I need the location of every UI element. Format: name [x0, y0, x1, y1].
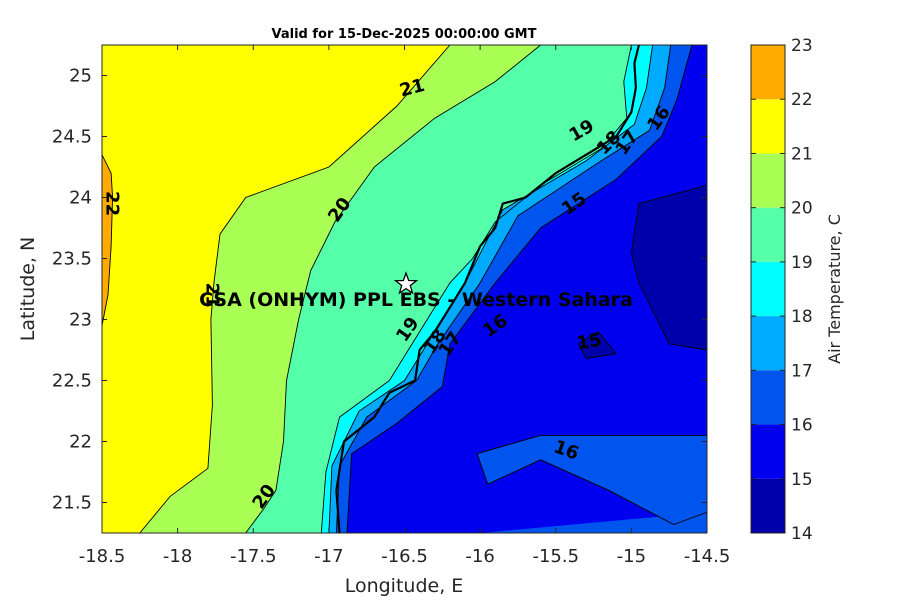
chart-title: Valid for 15-Dec-2025 00:00:00 GMT [272, 27, 537, 42]
isoline-15-8 [630, 184, 707, 351]
x-tick-label-4: -16.5 [381, 546, 428, 567]
isoline-15-9 [578, 331, 618, 359]
colorbar-tick-label-4: 18 [791, 307, 813, 327]
y-axis-label: Latitude, N [17, 237, 39, 342]
colorbar-frame [750, 44, 786, 534]
colorbar-swatch-17 [751, 316, 785, 371]
x-tick-label-8: -14.5 [684, 546, 731, 567]
y-tick-label-3: 23 [69, 310, 92, 331]
x-tick-label-0: -18.5 [79, 546, 126, 567]
colorbar-tick-label-0: 14 [791, 524, 813, 544]
colorbar-swatch-22 [751, 45, 785, 100]
contour-band-15 [347, 45, 707, 533]
isoline-16-6 [346, 45, 693, 533]
contour-label-2: 21 [201, 283, 222, 308]
y-tick-label-4: 23.5 [52, 249, 92, 270]
colorbar-tick-label-1: 15 [791, 470, 813, 490]
x-axis-label: Longitude, E [345, 575, 464, 597]
colorbar-swatch-15 [751, 424, 785, 479]
contour-label-0: 22 [102, 191, 123, 216]
colorbar-tick-label-8: 22 [791, 90, 813, 110]
x-tick-label-5: -16 [465, 546, 494, 567]
contour-band-16-south [477, 435, 707, 533]
y-tick-label-2: 22.5 [52, 371, 92, 392]
y-tick-label-1: 22 [69, 432, 92, 453]
colorbar-label: Air Temperature, C [825, 214, 844, 364]
coastline [335, 45, 640, 533]
colorbar-swatch-19 [751, 207, 785, 262]
x-tick-label-1: -18 [163, 546, 192, 567]
x-tick-label-7: -15 [617, 546, 646, 567]
colorbar-swatch-16 [751, 370, 785, 425]
colorbar-tick-label-3: 17 [791, 361, 813, 381]
colorbar-tick-label-6: 20 [791, 199, 813, 219]
colorbar-swatch-20 [751, 153, 785, 208]
y-tick-label-6: 24.5 [52, 127, 92, 148]
contour-label-14: 15 [575, 329, 603, 354]
isoline-21-1 [139, 45, 451, 533]
colorbar-swatch-18 [751, 261, 785, 317]
colorbar-tick-label-9: 23 [791, 36, 813, 56]
x-tick-label-3: -17 [314, 546, 343, 567]
site-label: CSA (ONHYM) PPL EBS - Western Sahara [199, 289, 633, 311]
site-star-marker [393, 271, 419, 295]
x-tick-label-6: -15.5 [532, 546, 579, 567]
colorbar-swatch-14 [751, 478, 785, 533]
isoline-22-0 [102, 154, 114, 326]
y-tick-label-7: 25 [69, 66, 92, 87]
colorbar-tick-label-5: 19 [791, 253, 813, 273]
colorbar-tick-label-2: 16 [791, 416, 813, 436]
y-tick-label-5: 24 [69, 188, 92, 209]
isoline-16-7 [476, 434, 707, 525]
isoline-20-2 [245, 45, 541, 533]
x-tick-label-2: -17.5 [230, 546, 277, 567]
isoline-17-5 [335, 45, 672, 533]
contour-band-14 [631, 185, 707, 350]
colorbar-swatch-21 [751, 99, 785, 154]
colorbar-tick-label-7: 21 [791, 144, 813, 164]
y-tick-label-0: 21.5 [52, 493, 92, 514]
